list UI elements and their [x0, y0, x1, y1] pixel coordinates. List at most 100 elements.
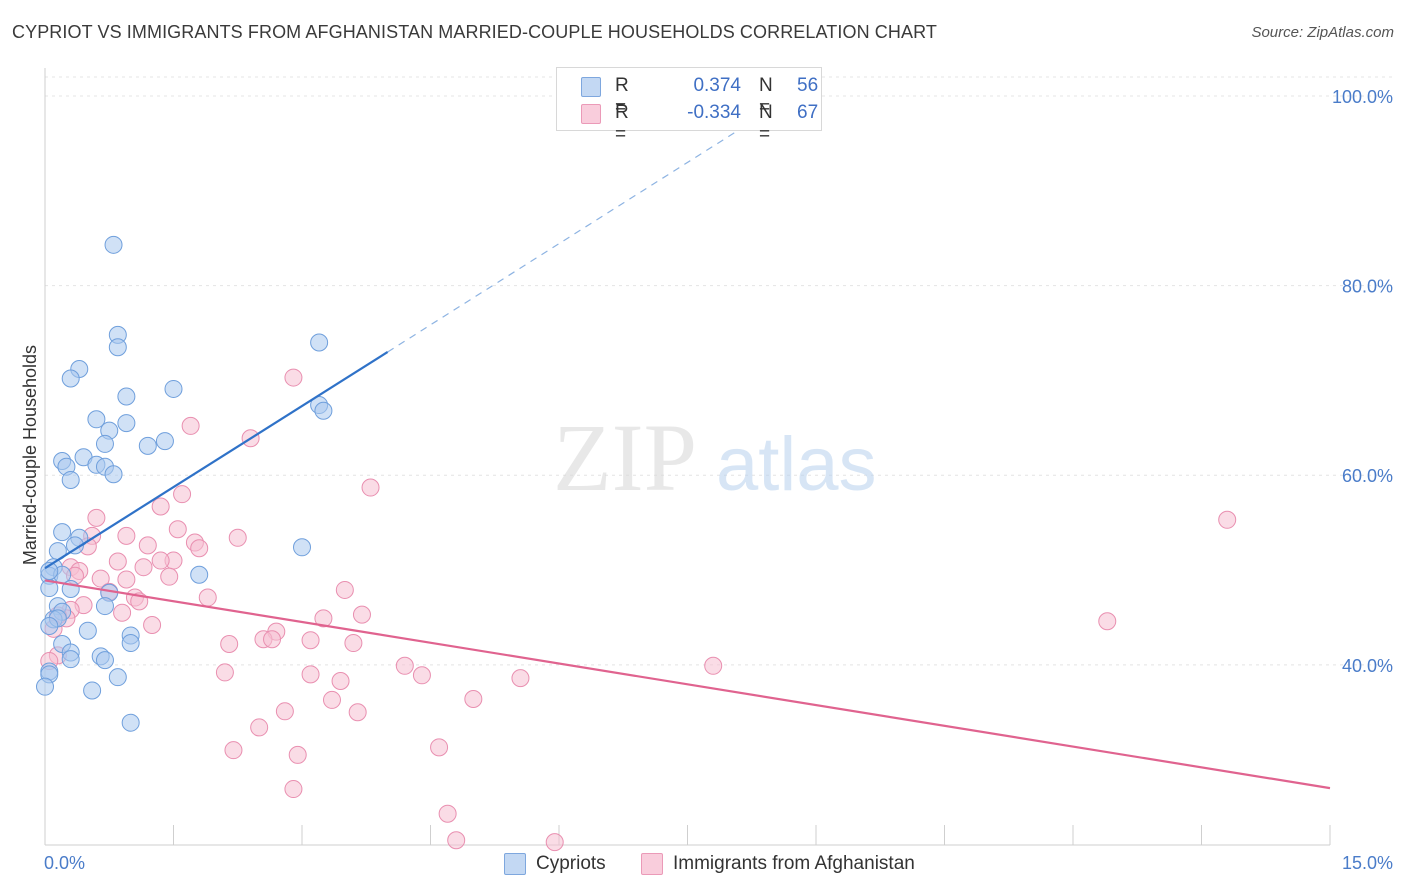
data-point-afghanistan [314, 609, 333, 628]
data-point-afghanistan [151, 551, 170, 570]
data-point-afghanistan [263, 630, 282, 649]
data-point-afghanistan [91, 569, 110, 588]
data-point-afghanistan [438, 804, 457, 823]
data-point-cypriots [190, 565, 209, 584]
data-point-cypriots [138, 436, 157, 455]
data-point-cypriots [95, 651, 114, 670]
chart-title: CYPRIOT VS IMMIGRANTS FROM AFGHANISTAN M… [12, 22, 937, 42]
data-point-cypriots [61, 470, 80, 489]
data-point-cypriots [104, 235, 123, 254]
legend-label-cypriots: Cypriots [536, 853, 606, 874]
legend-n-value: 67 [797, 102, 819, 123]
data-point-afghanistan [331, 671, 350, 690]
legend-swatch-blue [504, 853, 526, 875]
data-point-afghanistan [220, 634, 239, 653]
data-point-afghanistan [348, 703, 367, 722]
data-point-afghanistan [117, 526, 136, 545]
data-point-afghanistan [704, 656, 723, 675]
data-point-afghanistan [284, 368, 303, 387]
trend-line-afghanistan [44, 579, 1331, 790]
data-point-afghanistan [143, 616, 162, 635]
data-point-cypriots [314, 401, 333, 420]
watermark-zip: ZIP [553, 404, 697, 511]
data-point-afghanistan [361, 478, 380, 497]
data-point-cypriots [95, 434, 114, 453]
data-point-afghanistan [1218, 510, 1237, 529]
data-point-afghanistan [1098, 612, 1117, 631]
data-point-afghanistan [322, 690, 341, 709]
data-point-cypriots [83, 681, 102, 700]
x-tick-label-min: 0.0% [44, 853, 85, 873]
data-point-afghanistan [181, 416, 200, 435]
data-point-afghanistan [301, 631, 320, 650]
tick-labels: 100.0% 80.0% 60.0% 40.0% 0.0% 15.0% [44, 87, 1393, 873]
data-point-afghanistan [430, 738, 449, 757]
data-point-afghanistan [215, 663, 234, 682]
data-point-afghanistan [301, 665, 320, 684]
data-point-cypriots [40, 561, 59, 580]
legend-label-afghanistan: Immigrants from Afghanistan [673, 853, 915, 874]
data-point-afghanistan [168, 520, 187, 539]
data-point-afghanistan [151, 497, 170, 516]
data-point-afghanistan [138, 536, 157, 555]
watermark: ZIP atlas [553, 404, 877, 511]
source-label: Source: ZipAtlas.com [1251, 24, 1394, 41]
data-point-afghanistan [113, 603, 132, 622]
data-point-afghanistan [224, 741, 243, 760]
legend-swatch-pink [641, 853, 663, 875]
x-tick-label-max: 15.0% [1342, 853, 1393, 873]
data-point-cypriots [95, 597, 114, 616]
data-point-afghanistan [545, 833, 564, 852]
data-point-cypriots [293, 538, 311, 557]
trend-line-cypriots-extension [387, 107, 774, 353]
data-point-afghanistan [284, 780, 303, 799]
data-point-cypriots [61, 650, 80, 669]
data-point-cypriots [78, 621, 97, 640]
data-point-cypriots [155, 432, 174, 451]
data-point-afghanistan [87, 508, 106, 527]
data-point-cypriots [310, 333, 329, 352]
data-point-cypriots [65, 536, 84, 555]
y-tick-label: 40.0% [1342, 656, 1393, 676]
y-tick-label: 80.0% [1342, 277, 1393, 297]
data-point-afghanistan [117, 570, 136, 589]
legend-r-value: -0.334 [687, 102, 741, 123]
data-point-afghanistan [108, 552, 127, 571]
watermark-atlas: atlas [716, 422, 877, 507]
data-point-afghanistan [344, 634, 363, 653]
legend-n-value: 56 [797, 75, 819, 96]
data-point-afghanistan [160, 567, 179, 586]
y-tick-label: 100.0% [1332, 87, 1393, 107]
data-point-afghanistan [412, 666, 431, 685]
legend-r-value: 0.374 [693, 75, 741, 96]
grid-lines [45, 76, 1393, 666]
data-point-afghanistan [395, 656, 414, 675]
legend-swatch-pink [581, 104, 601, 124]
y-axis-label: Married-couple Households [20, 345, 40, 565]
data-point-afghanistan [335, 580, 354, 599]
data-point-afghanistan [275, 702, 294, 721]
data-point-afghanistan [190, 539, 209, 558]
data-point-cypriots [61, 369, 80, 388]
data-point-cypriots [117, 414, 136, 433]
data-point-afghanistan [134, 558, 153, 577]
data-point-afghanistan [447, 831, 466, 850]
legend-swatch-blue [581, 77, 601, 97]
data-point-afghanistan [228, 528, 247, 547]
trend-lines [44, 107, 1331, 790]
data-point-afghanistan [250, 718, 269, 737]
data-point-cypriots [108, 338, 127, 357]
legend-r-label: R = [615, 75, 629, 118]
data-point-cypriots [40, 616, 59, 635]
data-point-cypriots [87, 410, 106, 429]
data-point-afghanistan [352, 605, 371, 624]
correlation-legend: R = 0.374 N = 56 R = -0.334 N = 67 [556, 67, 822, 145]
data-point-afghanistan [464, 689, 483, 708]
legend-r-label: R = [615, 102, 629, 145]
data-point-cypriots [108, 668, 127, 687]
y-tick-label: 60.0% [1342, 466, 1393, 486]
data-point-cypriots [121, 634, 140, 653]
data-point-cypriots [36, 677, 54, 696]
data-point-afghanistan [173, 485, 192, 504]
